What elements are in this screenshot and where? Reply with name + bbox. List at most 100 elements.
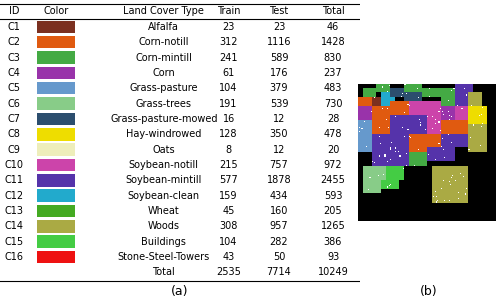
Text: 61: 61 bbox=[222, 68, 234, 78]
Text: 830: 830 bbox=[324, 53, 342, 63]
Text: C7: C7 bbox=[8, 114, 21, 124]
Text: Test: Test bbox=[270, 6, 288, 17]
Text: Alfalfa: Alfalfa bbox=[148, 22, 179, 32]
Text: 1428: 1428 bbox=[320, 37, 345, 47]
FancyBboxPatch shape bbox=[37, 128, 74, 140]
Text: 93: 93 bbox=[327, 252, 339, 262]
Text: C9: C9 bbox=[8, 145, 21, 155]
Text: C16: C16 bbox=[5, 252, 24, 262]
Text: 104: 104 bbox=[220, 83, 238, 93]
FancyBboxPatch shape bbox=[37, 66, 74, 79]
Text: 478: 478 bbox=[324, 129, 342, 139]
Text: 16: 16 bbox=[222, 114, 234, 124]
Text: Total: Total bbox=[322, 6, 344, 17]
Text: 434: 434 bbox=[270, 191, 288, 201]
Text: Train: Train bbox=[217, 6, 240, 17]
Text: 2535: 2535 bbox=[216, 267, 241, 277]
Text: 10249: 10249 bbox=[318, 267, 348, 277]
Text: Wheat: Wheat bbox=[148, 206, 180, 216]
FancyBboxPatch shape bbox=[37, 113, 74, 125]
Text: C4: C4 bbox=[8, 68, 21, 78]
Text: 215: 215 bbox=[220, 160, 238, 170]
Text: C5: C5 bbox=[8, 83, 21, 93]
Text: 43: 43 bbox=[222, 252, 234, 262]
Text: 282: 282 bbox=[270, 237, 288, 247]
Text: Stone-Steel-Towers: Stone-Steel-Towers bbox=[118, 252, 210, 262]
Text: 12: 12 bbox=[273, 114, 285, 124]
Text: Soybean-notill: Soybean-notill bbox=[129, 160, 199, 170]
Text: 350: 350 bbox=[270, 129, 288, 139]
Text: C10: C10 bbox=[5, 160, 24, 170]
Text: C12: C12 bbox=[5, 191, 24, 201]
Text: C1: C1 bbox=[8, 22, 21, 32]
Text: Woods: Woods bbox=[148, 221, 180, 231]
Text: C2: C2 bbox=[8, 37, 21, 47]
Text: 160: 160 bbox=[270, 206, 288, 216]
Text: Corn-mintill: Corn-mintill bbox=[136, 53, 192, 63]
Text: 128: 128 bbox=[220, 129, 238, 139]
Text: 972: 972 bbox=[324, 160, 342, 170]
FancyBboxPatch shape bbox=[37, 36, 74, 48]
Text: 28: 28 bbox=[327, 114, 339, 124]
FancyBboxPatch shape bbox=[37, 251, 74, 263]
Text: 45: 45 bbox=[222, 206, 235, 216]
Text: 1116: 1116 bbox=[267, 37, 291, 47]
Text: 386: 386 bbox=[324, 237, 342, 247]
Text: Grass-pasture: Grass-pasture bbox=[130, 83, 198, 93]
Text: Hay-windrowed: Hay-windrowed bbox=[126, 129, 202, 139]
Text: 593: 593 bbox=[324, 191, 342, 201]
Text: 589: 589 bbox=[270, 53, 288, 63]
Text: 23: 23 bbox=[222, 22, 235, 32]
Text: 2455: 2455 bbox=[320, 175, 345, 185]
Text: 241: 241 bbox=[220, 53, 238, 63]
Text: Color: Color bbox=[43, 6, 68, 17]
FancyBboxPatch shape bbox=[37, 235, 74, 248]
FancyBboxPatch shape bbox=[37, 174, 74, 187]
FancyBboxPatch shape bbox=[37, 82, 74, 95]
Text: 46: 46 bbox=[327, 22, 339, 32]
Text: Corn: Corn bbox=[152, 68, 175, 78]
FancyBboxPatch shape bbox=[37, 205, 74, 217]
Text: C6: C6 bbox=[8, 98, 21, 108]
Text: Land Cover Type: Land Cover Type bbox=[124, 6, 204, 17]
FancyBboxPatch shape bbox=[37, 143, 74, 156]
Text: 483: 483 bbox=[324, 83, 342, 93]
Text: 23: 23 bbox=[273, 22, 285, 32]
Text: 539: 539 bbox=[270, 98, 288, 108]
Text: 1265: 1265 bbox=[320, 221, 345, 231]
Text: Oats: Oats bbox=[152, 145, 175, 155]
FancyBboxPatch shape bbox=[37, 189, 74, 202]
Text: 312: 312 bbox=[220, 37, 238, 47]
Text: Grass-pasture-mowed: Grass-pasture-mowed bbox=[110, 114, 218, 124]
Text: C11: C11 bbox=[5, 175, 24, 185]
Text: 379: 379 bbox=[270, 83, 288, 93]
Text: 50: 50 bbox=[273, 252, 285, 262]
FancyBboxPatch shape bbox=[37, 21, 74, 33]
Text: 237: 237 bbox=[324, 68, 342, 78]
Text: Corn-notill: Corn-notill bbox=[138, 37, 189, 47]
Text: 12: 12 bbox=[273, 145, 285, 155]
Text: 104: 104 bbox=[220, 237, 238, 247]
Text: 308: 308 bbox=[220, 221, 238, 231]
Text: 957: 957 bbox=[270, 221, 288, 231]
Text: ID: ID bbox=[9, 6, 20, 17]
Text: 577: 577 bbox=[219, 175, 238, 185]
FancyBboxPatch shape bbox=[37, 97, 74, 110]
FancyBboxPatch shape bbox=[37, 220, 74, 233]
Text: C15: C15 bbox=[5, 237, 24, 247]
Text: 176: 176 bbox=[270, 68, 288, 78]
Text: 757: 757 bbox=[270, 160, 288, 170]
Text: 730: 730 bbox=[324, 98, 342, 108]
Text: 8: 8 bbox=[226, 145, 232, 155]
Text: Buildings: Buildings bbox=[142, 237, 186, 247]
Text: C8: C8 bbox=[8, 129, 21, 139]
Text: C14: C14 bbox=[5, 221, 24, 231]
Text: (b): (b) bbox=[420, 285, 438, 298]
Text: 191: 191 bbox=[220, 98, 238, 108]
Text: 159: 159 bbox=[220, 191, 238, 201]
Text: C13: C13 bbox=[5, 206, 24, 216]
Text: Grass-trees: Grass-trees bbox=[136, 98, 192, 108]
Text: 1878: 1878 bbox=[266, 175, 291, 185]
Text: (a): (a) bbox=[171, 285, 189, 298]
Text: 20: 20 bbox=[327, 145, 339, 155]
